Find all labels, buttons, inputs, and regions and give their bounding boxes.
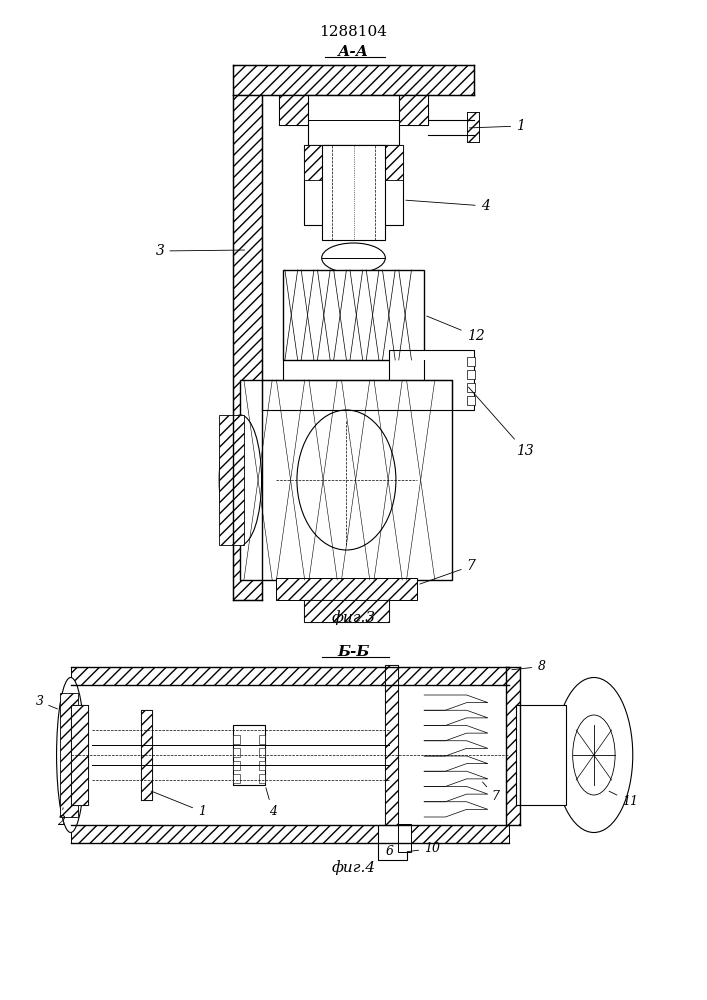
Text: 2: 2 [57, 808, 64, 828]
Bar [259, 761, 265, 770]
Bar [219, 415, 244, 545]
Bar [233, 65, 474, 95]
Text: 4: 4 [406, 199, 490, 213]
Text: 8: 8 [512, 660, 545, 673]
Bar [233, 748, 240, 757]
Bar [259, 748, 265, 757]
Text: фиг.3: фиг.3 [332, 610, 375, 625]
Text: 11: 11 [609, 791, 638, 808]
Text: 12: 12 [427, 316, 484, 343]
Bar [233, 725, 265, 785]
Bar [378, 825, 407, 860]
Text: А-А: А-А [338, 45, 369, 59]
Text: 10: 10 [407, 842, 440, 855]
Bar [399, 95, 428, 125]
Bar [304, 600, 389, 622]
Text: 3: 3 [156, 244, 245, 258]
Bar [141, 710, 152, 800]
Bar [467, 357, 475, 366]
Bar [71, 667, 509, 685]
Text: 7: 7 [420, 559, 476, 584]
Bar [279, 95, 308, 125]
Bar [385, 145, 403, 180]
Bar [60, 693, 78, 817]
Bar [506, 667, 520, 825]
Bar [467, 112, 479, 142]
Ellipse shape [322, 243, 385, 273]
Bar [304, 145, 403, 225]
Bar [467, 396, 475, 405]
Text: 6: 6 [385, 845, 393, 858]
Ellipse shape [555, 678, 633, 832]
Bar [233, 735, 240, 744]
Bar [279, 95, 308, 125]
Text: Б-Б: Б-Б [337, 645, 370, 659]
Bar [233, 95, 262, 600]
Bar [304, 600, 389, 622]
Text: 1: 1 [469, 119, 525, 133]
Ellipse shape [57, 678, 85, 832]
Bar [389, 350, 474, 410]
Bar [398, 824, 411, 852]
Text: 1288104: 1288104 [320, 25, 387, 39]
Bar [467, 370, 475, 379]
Bar [385, 665, 398, 825]
Ellipse shape [219, 415, 262, 545]
Text: 13: 13 [469, 387, 534, 458]
Bar [276, 578, 417, 600]
Bar [308, 95, 399, 145]
Bar [283, 270, 424, 360]
Text: 4: 4 [266, 788, 276, 818]
Bar [322, 145, 385, 240]
Text: 1: 1 [151, 791, 206, 818]
Bar [233, 761, 240, 770]
Bar [233, 774, 240, 783]
Bar [385, 665, 398, 825]
Bar [141, 710, 152, 800]
Text: 3: 3 [35, 695, 57, 709]
Bar [467, 383, 475, 392]
Bar [259, 735, 265, 744]
Bar [71, 705, 88, 805]
Bar [399, 95, 428, 125]
Bar [304, 145, 322, 180]
Text: фиг.4: фиг.4 [332, 860, 375, 875]
Bar [240, 380, 452, 580]
Bar [71, 825, 509, 843]
Bar [259, 774, 265, 783]
Ellipse shape [297, 410, 396, 550]
Ellipse shape [573, 715, 615, 795]
Text: 7: 7 [483, 782, 499, 803]
Bar [467, 112, 479, 142]
Bar [71, 705, 88, 805]
Bar [516, 705, 566, 805]
